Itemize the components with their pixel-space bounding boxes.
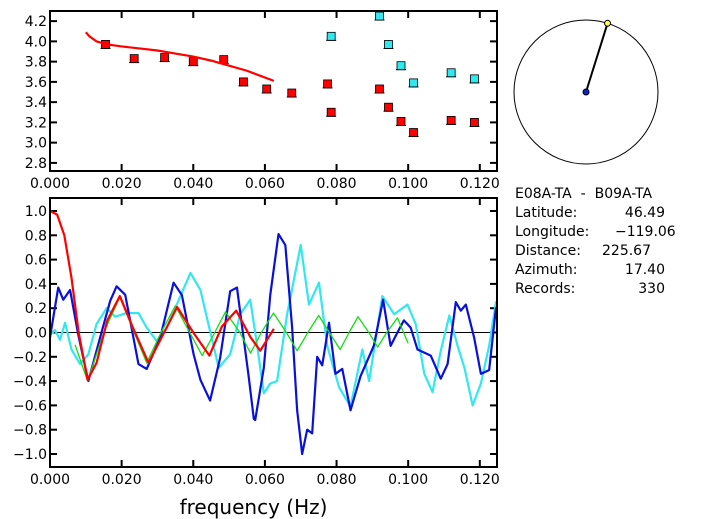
data-point-cyan-points xyxy=(384,40,393,49)
x-tick-label: 0.080 xyxy=(316,472,356,488)
info-row-azimuth: Azimuth: 17.40 xyxy=(515,261,665,280)
info-value: 17.40 xyxy=(624,262,665,278)
y-tick-label: 3.4 xyxy=(25,95,47,111)
y-tick-label: 3.2 xyxy=(25,115,47,131)
y-tick-label: −0.2 xyxy=(13,350,47,366)
station-remote-marker xyxy=(604,19,612,27)
series-group xyxy=(84,11,480,138)
data-point-red-points xyxy=(409,128,418,137)
data-point-cyan-points xyxy=(326,31,336,41)
info-row-latitude: Latitude: 46.49 xyxy=(515,204,665,223)
data-point-red-points xyxy=(160,53,170,62)
y-tick-label: −0.8 xyxy=(13,423,47,439)
info-value: 46.49 xyxy=(624,205,665,221)
data-point-cyan-points xyxy=(470,74,479,84)
plot-panel-0: 0.000 0.020 0.040 0.060 0.080 0.100 0.120 2.8 3.… xyxy=(25,10,500,192)
plot-panel-1: 0.000 0.020 0.040 0.060 0.080 0.100 0.120 −1.0 −… xyxy=(13,197,500,519)
x-tick-label: 0.040 xyxy=(173,176,213,192)
data-point-red-points xyxy=(287,88,297,98)
data-point-red-points xyxy=(446,115,456,125)
y-tick-label: −0.6 xyxy=(13,398,47,414)
y-tick-label: 1.0 xyxy=(25,204,47,220)
series-group xyxy=(50,210,497,456)
info-value: −119.06 xyxy=(615,224,676,240)
info-value: 225.67 xyxy=(602,243,651,259)
info-row-records: Records: 330 xyxy=(515,280,665,299)
data-point-red-points xyxy=(396,116,406,126)
station-center-marker xyxy=(582,88,590,96)
y-tick-label: −1.0 xyxy=(13,447,47,463)
data-point-red-points xyxy=(375,84,384,94)
y-tick-label: 0.0 xyxy=(25,326,47,342)
y-tick-label: 3.6 xyxy=(25,75,47,91)
data-point-red-points xyxy=(326,107,336,117)
y-tick-label: 4.0 xyxy=(25,34,47,50)
azimuth-line xyxy=(585,22,609,93)
series-line-red-curve xyxy=(84,31,275,82)
data-point-red-points xyxy=(188,57,198,67)
x-tick-label: 0.100 xyxy=(388,472,428,488)
x-tick-label: 0.100 xyxy=(388,176,428,192)
x-tick-label: 0.120 xyxy=(460,176,500,192)
x-axis-label: frequency (Hz) xyxy=(180,495,328,519)
x-tick-label: 0.000 xyxy=(30,176,70,192)
info-label: Longitude: xyxy=(515,224,590,240)
y-tick-label: 4.2 xyxy=(25,14,47,30)
x-tick-label: 0.060 xyxy=(245,472,285,488)
x-tick-label: 0.080 xyxy=(316,176,356,192)
plot-frame xyxy=(49,197,498,468)
info-value: 330 xyxy=(638,281,665,297)
y-tick-label: 0.2 xyxy=(25,301,47,317)
info-row-longitude: Longitude: −119.06 xyxy=(515,223,676,242)
data-point-red-points xyxy=(129,54,139,63)
y-tick-label: −0.4 xyxy=(13,374,47,390)
data-point-cyan-points xyxy=(409,78,418,88)
info-label: Records: xyxy=(515,281,576,297)
y-tick-label: 3.8 xyxy=(25,55,47,71)
info-label: Latitude: xyxy=(515,205,578,221)
y-tick-label: 0.4 xyxy=(25,277,47,293)
x-tick-label: 0.000 xyxy=(30,472,70,488)
x-tick-label: 0.120 xyxy=(460,472,500,488)
y-tick-label: 0.8 xyxy=(25,228,47,244)
info-row-distance: Distance: 225.67 xyxy=(515,242,651,261)
x-tick-label: 0.060 xyxy=(245,176,285,192)
data-point-cyan-points xyxy=(396,61,406,71)
series-line-cyan xyxy=(50,243,497,408)
map-circle xyxy=(513,19,659,165)
station-pair: E08A-TA - B09A-TA xyxy=(515,186,653,202)
data-point-red-points xyxy=(323,79,332,89)
data-point-red-points xyxy=(384,102,393,112)
y-tick-label: 2.8 xyxy=(25,156,47,172)
series-line-blue xyxy=(50,232,497,456)
data-point-red-points xyxy=(470,117,479,127)
x-tick-label: 0.020 xyxy=(102,176,142,192)
info-label: Distance: xyxy=(515,243,581,259)
data-point-red-points xyxy=(239,77,248,87)
data-point-red-points xyxy=(262,84,272,94)
series-line-green xyxy=(74,296,409,382)
x-tick-label: 0.020 xyxy=(102,472,142,488)
data-point-cyan-points xyxy=(375,11,384,21)
series-line-red xyxy=(50,210,275,381)
data-point-cyan-points xyxy=(446,68,456,78)
y-tick-label: 0.6 xyxy=(25,253,47,269)
x-tick-label: 0.040 xyxy=(173,472,213,488)
info-label: Azimuth: xyxy=(515,262,578,278)
plot-frame xyxy=(49,10,498,172)
y-tick-label: 3.0 xyxy=(25,136,47,152)
